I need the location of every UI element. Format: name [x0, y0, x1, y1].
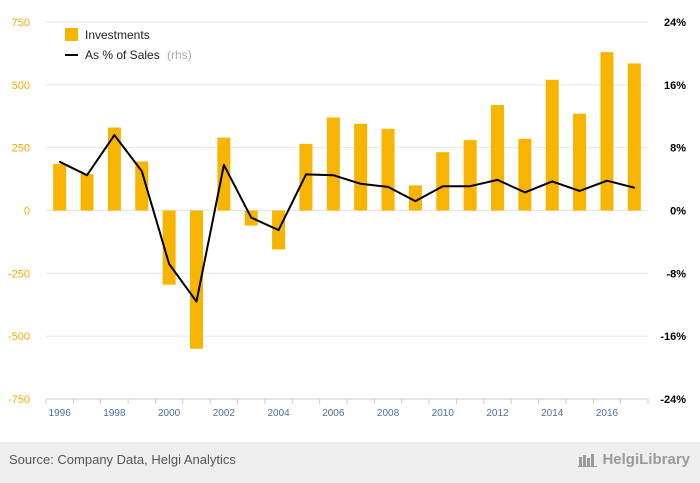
x-tick-label: 2016: [596, 408, 619, 419]
bar-2001: [190, 210, 203, 349]
bar-2012: [491, 104, 504, 211]
sales-pct-point-1996: [58, 161, 61, 163]
sales-pct-point-2005: [305, 173, 307, 176]
sales-pct-point-2008: [387, 186, 389, 188]
sales-pct-point-2000: [168, 263, 170, 265]
bar-2008: [381, 128, 395, 211]
sales-pct-point-2010: [441, 185, 444, 187]
bar-2009: [408, 185, 422, 211]
source-text: Source: Company Data, Helgi Analytics: [9, 452, 236, 467]
right-tick-label: -16%: [660, 331, 686, 343]
sales-pct-point-2001: [195, 300, 198, 303]
bar-2015: [573, 113, 587, 211]
bar-2006: [326, 117, 340, 211]
bar-2000: [162, 210, 176, 285]
left-axis: -750 -500 -250 0 250 500 750: [8, 17, 30, 406]
sales-pct-point-2012: [496, 179, 499, 181]
legend-label-rhs: (rhs): [167, 48, 192, 62]
x-tick-label: 2004: [267, 408, 290, 419]
bar-2017: [627, 63, 641, 211]
library-icon: [578, 453, 598, 467]
bar-1996: [53, 164, 67, 211]
sales-pct-point-2006: [332, 174, 335, 176]
right-tick-label: 24%: [664, 17, 686, 29]
sales-pct-point-2007: [359, 182, 362, 185]
x-tick-label: 2000: [158, 408, 181, 419]
legend-swatch-investments: [65, 28, 78, 41]
legend: Investments As % of Sales (rhs): [65, 28, 192, 62]
right-tick-label: 16%: [664, 80, 686, 92]
x-tick-label: 2006: [322, 408, 345, 419]
sales-pct-point-2015: [578, 190, 581, 192]
sales-pct-point-2003: [250, 216, 253, 219]
bar-2013: [518, 138, 532, 211]
sales-pct-point-2013: [524, 191, 526, 194]
x-tick-label: 1998: [103, 408, 126, 419]
left-tick-label: 0: [24, 206, 30, 218]
brand-logo: HelgiLibrary: [578, 451, 690, 468]
chart: -750 -500 -250 0 250 500 750 -24% -16% -8% 0% 8% 16…: [8, 17, 686, 419]
left-tick-label: -500: [8, 331, 30, 343]
left-tick-label: 750: [12, 17, 30, 29]
svg-text:As % of Sales (rhs): As % of Sales (rhs): [85, 48, 192, 62]
bar-1999: [135, 161, 149, 211]
right-tick-label: -8%: [666, 268, 686, 280]
left-tick-label: -750: [8, 394, 30, 406]
sales-pct-point-1998: [113, 134, 116, 136]
left-tick-label: -250: [8, 268, 30, 280]
bar-2007: [354, 123, 368, 211]
sales-pct-point-2011: [469, 185, 471, 187]
right-tick-label: 8%: [670, 143, 686, 155]
bar-2010: [436, 152, 450, 211]
sales-pct-point-2002: [223, 164, 225, 166]
bar-1998: [107, 127, 121, 211]
sales-pct-point-1999: [140, 170, 143, 173]
x-tick-label: 2010: [432, 408, 455, 419]
bar-series: [53, 52, 641, 349]
right-tick-label: -24%: [660, 394, 686, 406]
x-tick-label: 2014: [541, 408, 564, 419]
bar-2011: [463, 140, 477, 211]
x-axis: 1996 1998 2000 2002 2004 2006 2008 2010 2012 2014…: [45, 398, 649, 419]
bar-1997: [80, 174, 94, 211]
sales-pct-point-2017: [633, 186, 636, 189]
x-tick-label: 2008: [377, 408, 400, 419]
sales-pct-point-1997: [86, 174, 88, 176]
sales-pct-point-2014: [551, 180, 554, 183]
right-axis: -24% -16% -8% 0% 8% 16% 24%: [660, 17, 686, 406]
sales-pct-point-2016: [606, 179, 608, 182]
sales-pct-line: [59, 134, 635, 303]
left-tick-label: 500: [12, 80, 30, 92]
x-tick-label: 2012: [486, 408, 509, 419]
footer: Source: Company Data, Helgi Analytics He…: [0, 442, 700, 483]
bar-2016: [600, 52, 614, 211]
bar-2014: [545, 79, 559, 211]
right-tick-label: 0%: [670, 206, 686, 218]
legend-label-sales: As % of Sales: [85, 48, 160, 62]
sales-pct-point-2004: [277, 229, 280, 231]
bar-2005: [299, 143, 313, 211]
x-tick-label: 2002: [213, 408, 236, 419]
brand-text: HelgiLibrary: [602, 451, 690, 468]
line-series: [58, 134, 636, 303]
legend-label-investments: Investments: [85, 28, 150, 42]
bar-2002: [217, 137, 231, 211]
left-tick-label: 250: [12, 143, 30, 155]
x-tick-label: 1996: [49, 408, 72, 419]
sales-pct-point-2009: [414, 200, 417, 202]
